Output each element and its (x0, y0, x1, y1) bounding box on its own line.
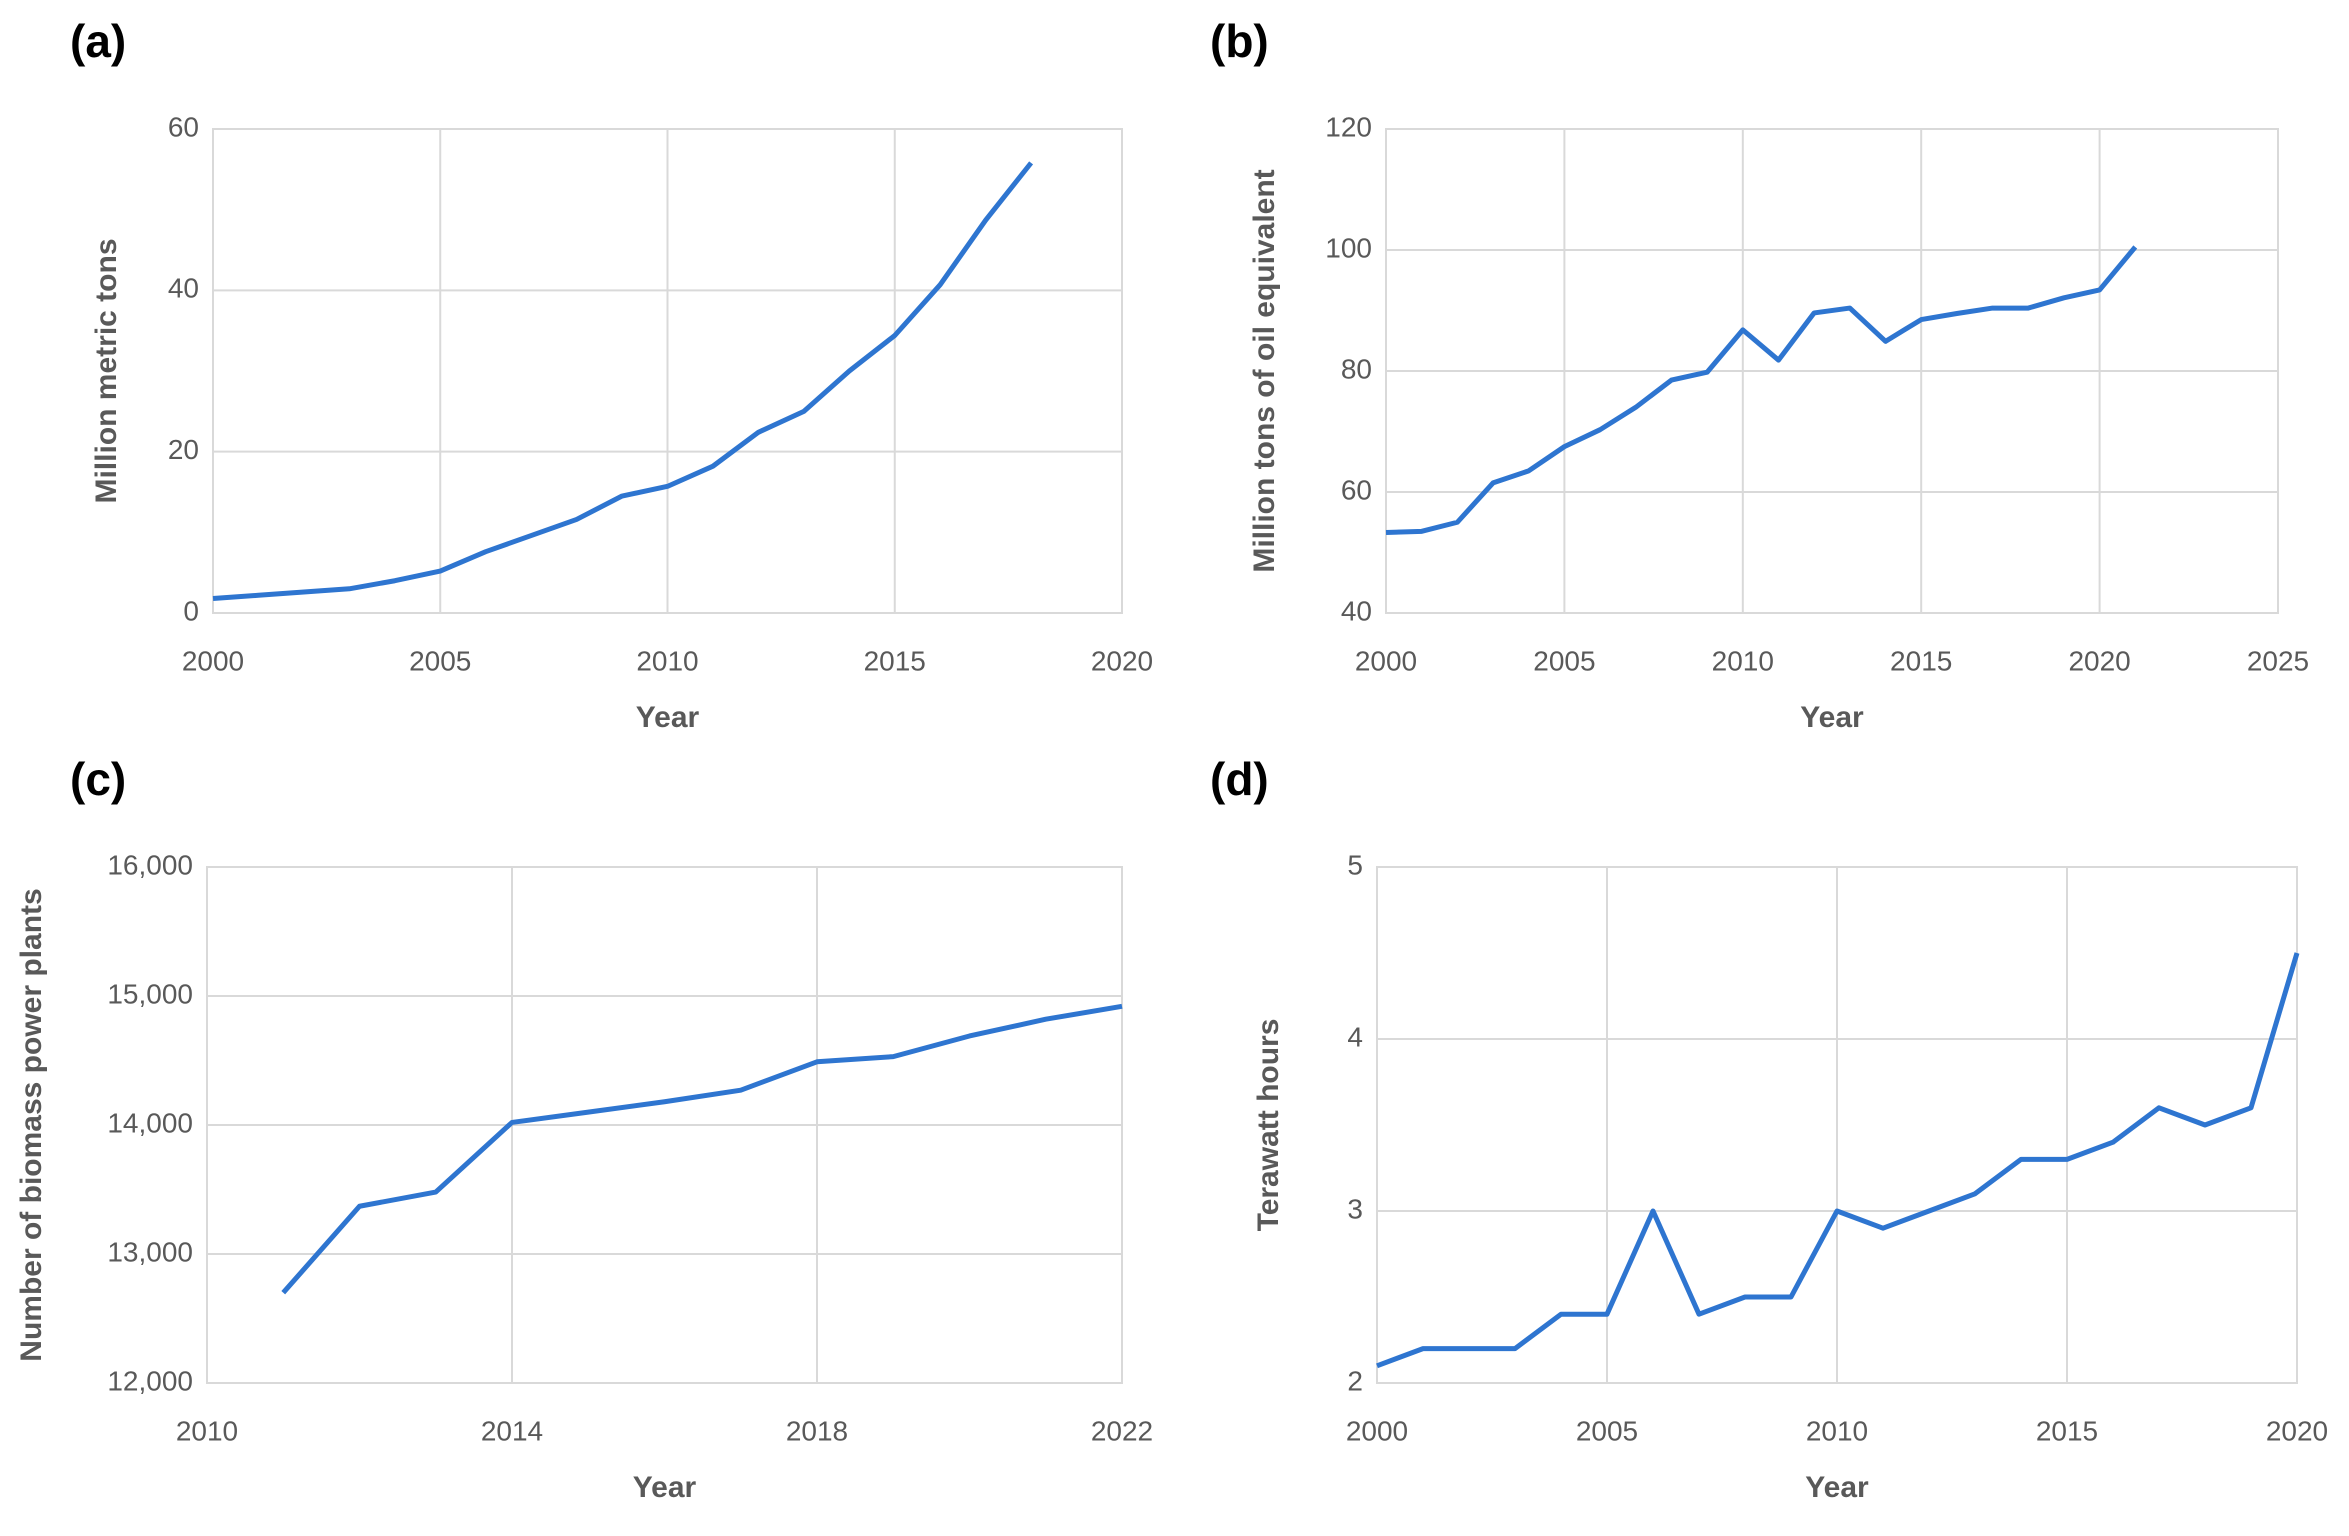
x-tick-label: 2020 (2266, 1415, 2328, 1446)
y-tick-label: 2 (1347, 1365, 1363, 1396)
y-axis-title: Million tons of oil equivalent (1248, 169, 1281, 572)
y-tick-label: 40 (168, 273, 199, 304)
x-tick-label: 2020 (1091, 645, 1153, 676)
y-tick-label: 60 (168, 111, 199, 142)
x-tick-label: 2010 (1712, 645, 1774, 676)
y-tick-label: 0 (183, 595, 199, 626)
y-tick-label: 60 (1341, 474, 1372, 505)
x-tick-label: 2005 (1576, 1415, 1638, 1446)
y-tick-label: 12,000 (107, 1365, 193, 1396)
y-tick-label: 13,000 (107, 1236, 193, 1267)
x-tick-label: 2015 (864, 645, 926, 676)
x-tick-label: 2010 (636, 645, 698, 676)
data-line (1376, 952, 2300, 1369)
y-axis-title: Million metric tons (90, 238, 123, 503)
plot-border (1376, 866, 2298, 1384)
plot-border (1385, 128, 2279, 614)
x-tick-label: 2010 (176, 1415, 238, 1446)
x-tick-label: 2010 (1806, 1415, 1868, 1446)
y-tick-label: 4 (1347, 1021, 1363, 1052)
plot-border (206, 866, 1123, 1384)
y-tick-label: 20 (168, 434, 199, 465)
y-axis-title: Number of biomass power plants (15, 888, 48, 1361)
x-tick-label: 2018 (786, 1415, 848, 1446)
y-tick-label: 80 (1341, 353, 1372, 384)
x-tick-label: 2015 (1890, 645, 1952, 676)
panel-label: (b) (1210, 15, 1269, 67)
panel-label: (d) (1210, 753, 1269, 805)
x-axis-title: Year (633, 1471, 697, 1504)
x-axis-title: Year (1800, 701, 1864, 734)
x-tick-label: 2005 (409, 645, 471, 676)
y-tick-label: 15,000 (107, 978, 193, 1009)
x-tick-label: 2000 (1346, 1415, 1408, 1446)
y-tick-label: 5 (1347, 849, 1363, 880)
y-tick-label: 100 (1325, 232, 1372, 263)
y-tick-label: 3 (1347, 1193, 1363, 1224)
y-tick-label: 16,000 (107, 849, 193, 880)
x-axis-title: Year (636, 701, 700, 734)
data-line (281, 1003, 1123, 1295)
x-tick-label: 2000 (182, 645, 244, 676)
panel-label: (c) (70, 753, 126, 805)
x-tick-label: 2014 (481, 1415, 543, 1446)
panel-label: (a) (70, 15, 126, 67)
x-tick-label: 2000 (1355, 645, 1417, 676)
x-tick-label: 2025 (2247, 645, 2309, 676)
y-tick-label: 14,000 (107, 1107, 193, 1138)
x-tick-label: 2022 (1091, 1415, 1153, 1446)
x-tick-label: 2015 (2036, 1415, 2098, 1446)
x-axis-title: Year (1805, 1471, 1869, 1504)
x-tick-label: 2005 (1533, 645, 1595, 676)
data-line (212, 161, 1034, 601)
y-tick-label: 40 (1341, 595, 1372, 626)
data-line (1385, 245, 2138, 536)
y-tick-label: 120 (1325, 111, 1372, 142)
y-axis-title: Terawatt hours (1252, 1019, 1285, 1232)
plot-border (212, 128, 1123, 614)
x-tick-label: 2020 (2068, 645, 2130, 676)
